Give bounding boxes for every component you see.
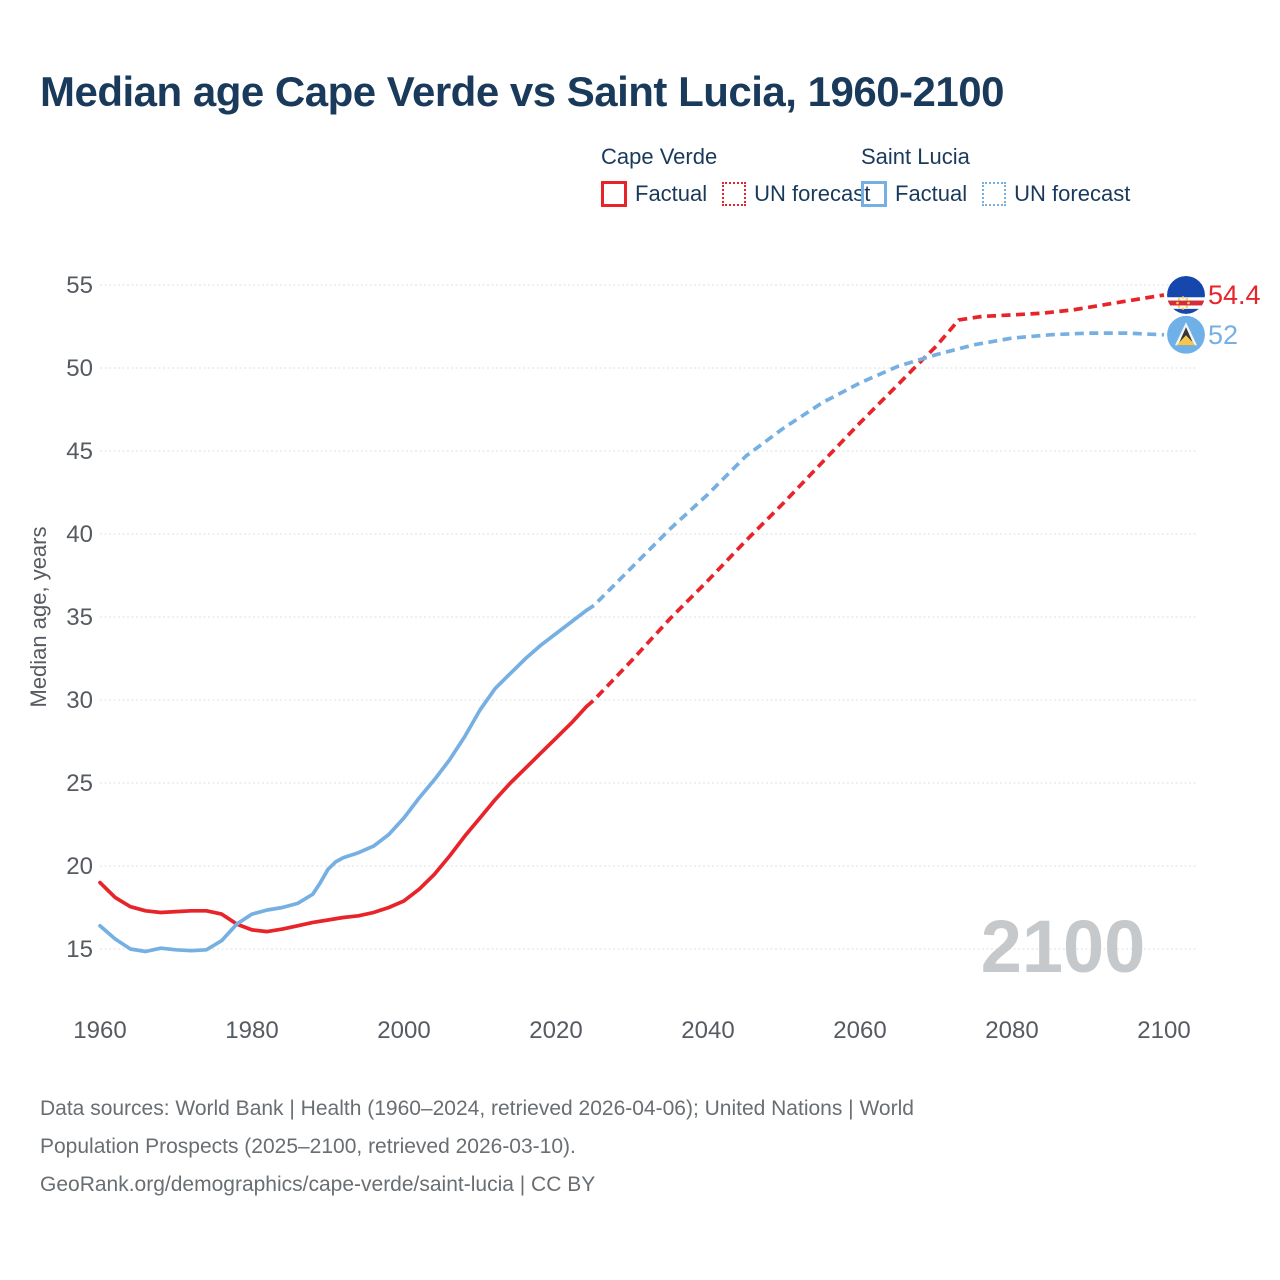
legend-swatch-solid-icon [861, 181, 887, 207]
legend-swatch-dotted-icon [722, 182, 747, 206]
x-tick-label: 2040 [681, 1017, 734, 1044]
legend-group-cape-verde: Cape Verde Factual UN forecast [601, 144, 885, 207]
x-tick-label: 2000 [377, 1017, 430, 1044]
footer-data-sources-line-1: Data sources: World Bank | Health (1960–… [40, 1097, 914, 1120]
y-tick-label: 30 [66, 687, 93, 714]
series-line-cape-verde-un-forecast [585, 293, 1165, 708]
footer: Data sources: World Bank | Health (1960–… [40, 1090, 914, 1204]
legend-group-saint-lucia: Saint Lucia Factual UN forecast [861, 144, 1145, 207]
chart-legend: Cape Verde Factual UN forecast Saint Luc… [0, 144, 1280, 224]
legend-item-factual[interactable]: Factual [895, 181, 968, 206]
watermark-year: 2100 [981, 905, 1146, 988]
x-tick-label: 2060 [833, 1017, 886, 1044]
x-tick-label: 2020 [529, 1017, 582, 1044]
legend-swatch-dotted-icon [982, 182, 1007, 206]
y-tick-label: 55 [66, 272, 93, 299]
saint-lucia-flag-icon [1167, 315, 1205, 354]
x-tick-label: 2080 [985, 1017, 1038, 1044]
x-tick-label: 1980 [225, 1017, 278, 1044]
x-tick-label: 1960 [73, 1017, 126, 1044]
series-line-saint-lucia-factual [98, 608, 589, 954]
series-line-cape-verde-factual [98, 704, 589, 934]
cape-verde-flag-icon [1167, 275, 1205, 314]
y-axis-title: Median age, years [26, 527, 51, 708]
legend-group-title: Saint Lucia [861, 144, 970, 169]
end-value-label: 54.4 [1208, 280, 1261, 310]
y-tick-label: 25 [66, 770, 93, 797]
y-tick-label: 50 [66, 355, 93, 382]
legend-swatch-solid-icon [601, 181, 627, 207]
series-line-saint-lucia-un-forecast [585, 331, 1165, 612]
y-tick-label: 15 [66, 936, 93, 963]
y-tick-label: 35 [66, 604, 93, 631]
y-tick-label: 45 [66, 438, 93, 465]
end-value-label: 52 [1208, 320, 1238, 350]
footer-attribution-line: GeoRank.org/demographics/cape-verde/sain… [40, 1173, 596, 1196]
y-tick-label: 20 [66, 853, 93, 880]
legend-item-un-forecast[interactable]: UN forecast [754, 181, 871, 206]
y-tick-label: 40 [66, 521, 93, 548]
legend-item-un-forecast[interactable]: UN forecast [1014, 181, 1131, 206]
legend-group-title: Cape Verde [601, 144, 718, 169]
x-tick-label: 2100 [1137, 1017, 1190, 1044]
footer-data-sources-line-2: Population Prospects (2025–2100, retriev… [40, 1135, 576, 1158]
legend-item-factual[interactable]: Factual [635, 181, 708, 206]
page-title: Median age Cape Verde vs Saint Lucia, 19… [40, 68, 1004, 115]
